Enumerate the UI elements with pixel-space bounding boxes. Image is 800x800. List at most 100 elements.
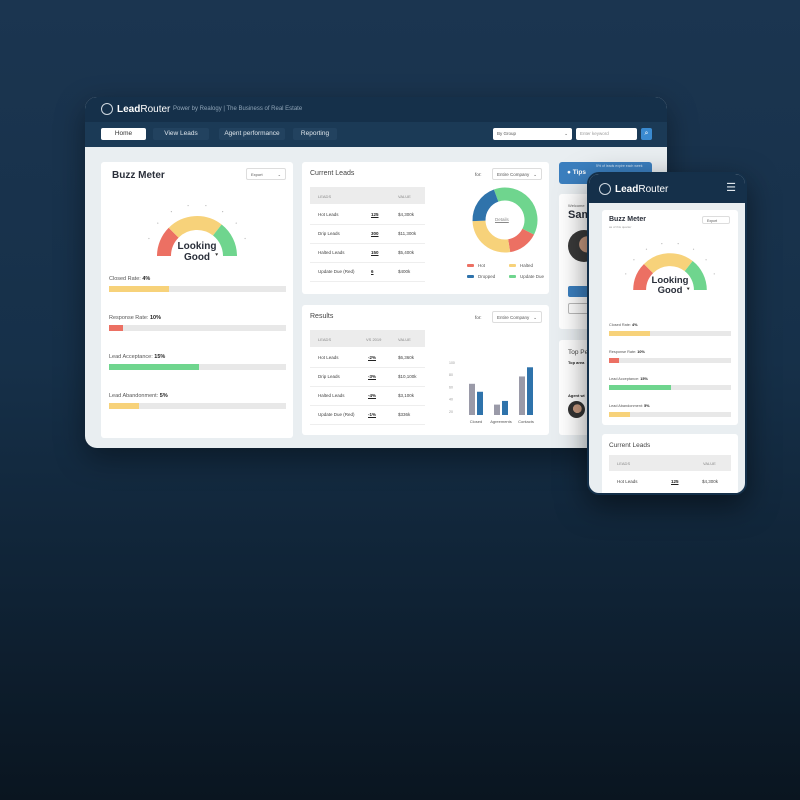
current-title: Current Leads: [310, 170, 355, 177]
metric-name: Lead Acceptance:: [109, 354, 153, 360]
tips-note: 5% of leads expire each week: [596, 164, 643, 168]
logo-text-light: Router: [140, 103, 171, 115]
gauge-tick: [677, 243, 679, 245]
nav-home[interactable]: Home: [101, 128, 146, 140]
logo-text: Lead: [615, 183, 639, 195]
export-select[interactable]: Export: [702, 216, 730, 224]
table-cell[interactable]: -4%: [368, 393, 377, 398]
table-cell: Hot Leads: [318, 355, 339, 360]
table-cell: Update Due (Red): [318, 412, 355, 417]
for-label: for:: [475, 315, 482, 320]
metric-name: Lead Acceptance:: [609, 377, 640, 381]
metric-name: Closed Rate:: [609, 323, 631, 327]
nav-bar: Home View Leads Agent performance Report…: [85, 122, 667, 147]
y-tick-label: 80: [449, 373, 453, 377]
metric-label: Closed Rate: 4%: [109, 276, 150, 282]
metric-bar-fill: [609, 411, 630, 417]
legend-dropped: Dropped: [467, 274, 495, 279]
bar-agreements-0: [494, 404, 500, 415]
metric-name: Lead Abandonment:: [109, 393, 159, 399]
table-cell: Update Due (Red): [318, 269, 355, 274]
x-tick-label: Contacts: [518, 419, 534, 424]
metric-value: 5%: [159, 393, 168, 399]
metric-bar: [109, 363, 286, 370]
row-divider: [310, 224, 425, 225]
donut-slice-update-due: [493, 187, 538, 235]
cell-count[interactable]: 125: [671, 479, 679, 484]
metric-value: 15%: [154, 354, 166, 360]
mobile-current-leads-card: Current Leads LEADS VALUE Hot Leads 125 $…: [602, 434, 738, 493]
avatar: [568, 401, 585, 418]
company-select[interactable]: Entire Company ⌄: [492, 311, 542, 323]
table-cell: $4,300k: [398, 212, 415, 217]
metric-bar: [609, 357, 731, 363]
nav-view-leads[interactable]: View Leads: [153, 128, 209, 140]
donut-slice-hot: [507, 228, 535, 253]
gauge-tick: [705, 259, 707, 261]
globe-icon: [101, 103, 113, 115]
col-leads: LEADS: [617, 461, 631, 466]
table-cell[interactable]: 150: [371, 250, 379, 255]
y-tick-label: 60: [449, 385, 453, 389]
metric-bar-fill: [109, 285, 170, 292]
metric-value: 5%: [644, 404, 650, 408]
table-cell[interactable]: -1%: [368, 412, 377, 417]
legend-halted: Halted: [509, 263, 533, 268]
table-cell[interactable]: 125: [371, 212, 379, 217]
metric-bar: [609, 330, 731, 336]
gauge-pointer: [215, 253, 219, 256]
export-value: Export: [707, 219, 718, 223]
gauge-label-line1: Looking: [651, 275, 689, 286]
legend-label: Update Due: [520, 274, 545, 279]
results-title: Results: [310, 313, 334, 320]
bar-closed-0: [469, 383, 475, 415]
logo-text-light: Router: [638, 183, 669, 195]
metric-name: Lead Abandonment:: [609, 404, 643, 408]
donut-slice-dropped: [472, 189, 499, 222]
gauge-segment: [643, 253, 693, 274]
donut-details-link[interactable]: Details: [495, 217, 509, 222]
mobile-view: Lead Router ☰ Buzz Meter as of this quart…: [587, 172, 747, 495]
table-cell: Drip Leads: [318, 374, 340, 379]
chevron-down-icon: ⌄: [533, 172, 537, 177]
metric-bar: [609, 411, 731, 417]
metric-name: Response Rate:: [609, 350, 637, 354]
company-select-value: Entire Company: [497, 172, 530, 177]
row-divider: [310, 281, 425, 282]
table-cell[interactable]: -2%: [368, 355, 377, 360]
metric-label: Lead Abandonment: 5%: [609, 404, 650, 408]
legend-label: Halted: [520, 263, 534, 268]
y-tick-label: 40: [449, 398, 453, 402]
legend-swatch: [509, 275, 516, 278]
gauge-label: Looking Good: [157, 241, 237, 263]
gauge-tick: [235, 222, 237, 224]
table-cell[interactable]: 6: [371, 269, 374, 274]
col-vs: VS 2019: [366, 337, 382, 342]
keyword-input[interactable]: Enter keyword: [576, 128, 637, 140]
company-select[interactable]: Entire Company ⌄: [492, 168, 542, 180]
gauge-segment: [684, 261, 707, 291]
logo-text: Lead: [117, 103, 141, 115]
export-select[interactable]: Export ⌄: [246, 168, 286, 180]
hamburger-icon[interactable]: ☰: [726, 182, 736, 194]
bar-agreements-1: [502, 400, 508, 415]
table-cell: Halted Leads: [318, 393, 345, 398]
y-tick-label: 100: [449, 361, 455, 365]
nav-reporting[interactable]: Reporting: [293, 128, 337, 140]
gauge-segment: [168, 216, 222, 238]
nav-agent-performance[interactable]: Agent performance: [219, 128, 285, 140]
group-select[interactable]: By Group ⌄: [493, 128, 572, 140]
gauge-tick: [692, 248, 695, 250]
table-cell[interactable]: 300: [371, 231, 379, 236]
search-button[interactable]: ⌕: [641, 128, 652, 140]
agent-name: Sam: [568, 209, 592, 221]
gauge-segment: [633, 263, 654, 291]
buzz-subtitle: as of this quarter: [609, 225, 632, 229]
globe-icon: [599, 183, 611, 195]
buzz-title: Buzz Meter: [609, 216, 646, 223]
table-cell[interactable]: -3%: [368, 374, 377, 379]
table-cell: $3,100k: [398, 393, 415, 398]
metric-bar: [109, 402, 286, 409]
gauge-label-line2: Good: [657, 285, 683, 296]
gauge-tick: [244, 237, 246, 240]
